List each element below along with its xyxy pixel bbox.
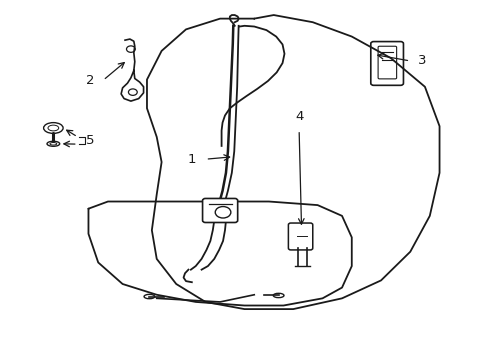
- Ellipse shape: [50, 143, 57, 145]
- Ellipse shape: [43, 123, 63, 134]
- FancyBboxPatch shape: [370, 41, 403, 85]
- FancyBboxPatch shape: [377, 46, 396, 79]
- Text: 1: 1: [187, 153, 195, 166]
- Ellipse shape: [47, 141, 60, 146]
- Ellipse shape: [48, 125, 59, 131]
- FancyBboxPatch shape: [202, 198, 237, 222]
- Ellipse shape: [273, 293, 284, 298]
- Text: 3: 3: [417, 54, 426, 67]
- Circle shape: [128, 89, 137, 95]
- Circle shape: [215, 207, 230, 218]
- Text: 5: 5: [86, 134, 94, 147]
- FancyBboxPatch shape: [288, 223, 312, 250]
- Text: 2: 2: [85, 74, 94, 87]
- Circle shape: [126, 46, 135, 52]
- Text: 4: 4: [294, 110, 303, 123]
- Ellipse shape: [144, 294, 155, 299]
